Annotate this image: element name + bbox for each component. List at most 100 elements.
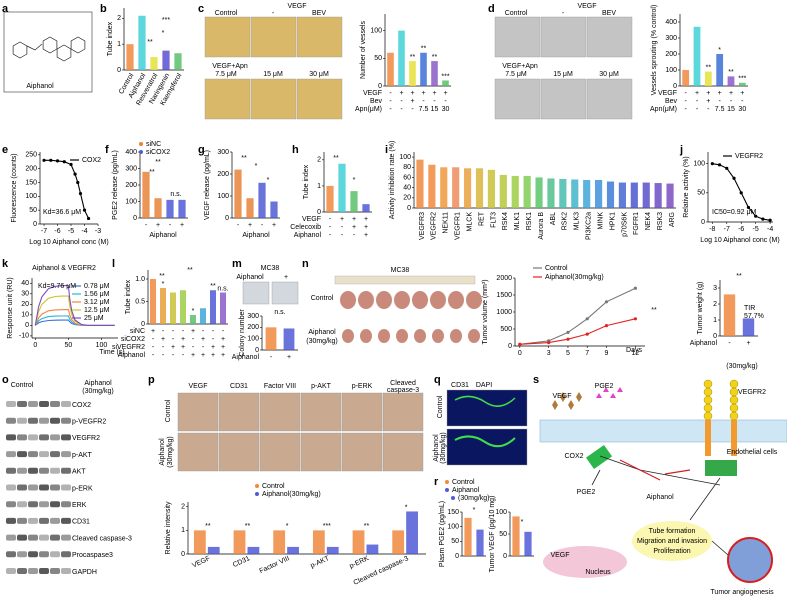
row-mark: - xyxy=(341,224,344,231)
panel-text: + xyxy=(284,274,288,281)
x-tick-label: VEGFR3 xyxy=(419,212,426,240)
row-label: Apn(μM) xyxy=(650,106,677,113)
photo xyxy=(446,428,528,466)
panel-letter: k xyxy=(2,258,9,270)
row-mark: - xyxy=(684,90,687,97)
x-axis-label: Log 10 Aiphanol conc (M) xyxy=(700,237,779,244)
row-mark: + xyxy=(161,336,165,343)
row-mark: - xyxy=(728,340,731,347)
blot-band xyxy=(17,451,27,458)
annotation: ** xyxy=(432,54,438,61)
row-label: siVEGFR2 xyxy=(112,344,145,351)
point xyxy=(746,205,751,210)
bar xyxy=(180,290,186,324)
bar xyxy=(247,546,260,554)
legend-label: Aiphanol xyxy=(452,487,480,494)
blot-band xyxy=(39,568,49,574)
photo xyxy=(586,16,633,58)
x-tick-label: Aurora B xyxy=(538,212,545,240)
y-axis-label: PGE2 release (pg/mL) xyxy=(112,150,119,220)
annotation: * xyxy=(473,507,476,514)
blot-band xyxy=(17,551,27,558)
bar xyxy=(170,292,176,324)
blot-band xyxy=(61,568,71,574)
legend-swatch xyxy=(451,496,455,500)
bar xyxy=(547,178,555,208)
row-mark: - xyxy=(202,344,205,351)
blot-band xyxy=(39,401,49,407)
bar xyxy=(571,179,579,208)
panel-text: CD31 xyxy=(72,519,90,526)
y-tick-label: -10 xyxy=(19,333,29,340)
row-mark: 30 xyxy=(442,106,450,113)
y-tick-label: 100 xyxy=(399,154,411,161)
bar xyxy=(409,61,416,86)
panel-text: VEGF xyxy=(552,393,571,400)
panel-text: MC38 xyxy=(391,267,410,274)
tumor xyxy=(394,291,410,309)
bar xyxy=(162,50,170,70)
blot-band xyxy=(61,534,71,541)
bar xyxy=(511,175,519,208)
row-mark: - xyxy=(444,98,447,105)
bar xyxy=(142,171,150,218)
row-mark: + xyxy=(364,216,368,223)
bar xyxy=(392,530,405,554)
bar xyxy=(150,57,158,70)
y-tick-label: 0 xyxy=(225,215,229,222)
panel-text: Cleaved caspase-3 xyxy=(72,535,132,542)
panel-text: Nucleus xyxy=(585,569,611,576)
receptor-domain xyxy=(729,403,739,413)
photo xyxy=(341,392,383,432)
ligand xyxy=(560,392,566,402)
x-tick-label: NEK11 xyxy=(443,212,450,234)
x-tick-label: -5 xyxy=(68,228,74,235)
blot-band xyxy=(50,467,60,474)
point xyxy=(69,162,73,167)
x-tick-label: VEGFR2 xyxy=(431,212,438,240)
y-axis-label: Number of vessels xyxy=(360,21,367,79)
row-mark: 15 xyxy=(431,106,439,113)
row-mark: - xyxy=(192,344,195,351)
bar xyxy=(524,531,532,556)
receptor-domain xyxy=(703,411,713,421)
row-mark: - xyxy=(707,106,710,113)
y-tick-label: 0 xyxy=(503,553,507,560)
point xyxy=(42,158,46,162)
blot-band xyxy=(39,501,49,508)
pge2 xyxy=(596,393,602,398)
bar xyxy=(258,182,266,218)
y-tick-label: 0.5 xyxy=(135,298,145,305)
y-tick-label: 0 xyxy=(181,551,185,558)
bar xyxy=(475,168,484,208)
blot-band xyxy=(6,417,16,424)
row-mark: + xyxy=(191,352,195,359)
legend-label: siCOX2 xyxy=(146,149,170,156)
bar xyxy=(326,546,339,554)
x-tick-label: 7 xyxy=(585,350,589,357)
row-mark: + xyxy=(191,328,195,335)
y-axis-label: Tube index xyxy=(125,279,132,314)
row-mark: + xyxy=(695,90,699,97)
point xyxy=(76,180,80,185)
annotation: ** xyxy=(421,46,427,53)
panel-text: Aiphanol xyxy=(646,494,674,501)
y-axis-label: Relative activity (%) xyxy=(683,156,690,217)
bar xyxy=(220,292,226,324)
x-axis-label: Days xyxy=(626,347,642,354)
row-mark: - xyxy=(400,98,403,105)
legend-label: (30mg/kg) xyxy=(458,495,490,502)
bar xyxy=(174,53,182,70)
point xyxy=(73,172,77,176)
row-mark: - xyxy=(411,106,414,113)
row-mark: - xyxy=(353,232,356,239)
point xyxy=(55,159,60,163)
blot-band xyxy=(6,551,16,558)
photo xyxy=(177,432,219,472)
bar xyxy=(420,52,427,86)
blot-band xyxy=(61,467,71,474)
row-mark: - xyxy=(169,222,172,229)
row-mark: + xyxy=(352,224,356,231)
annotation: * xyxy=(162,281,165,288)
panel-text: Factor VIII xyxy=(264,383,296,390)
